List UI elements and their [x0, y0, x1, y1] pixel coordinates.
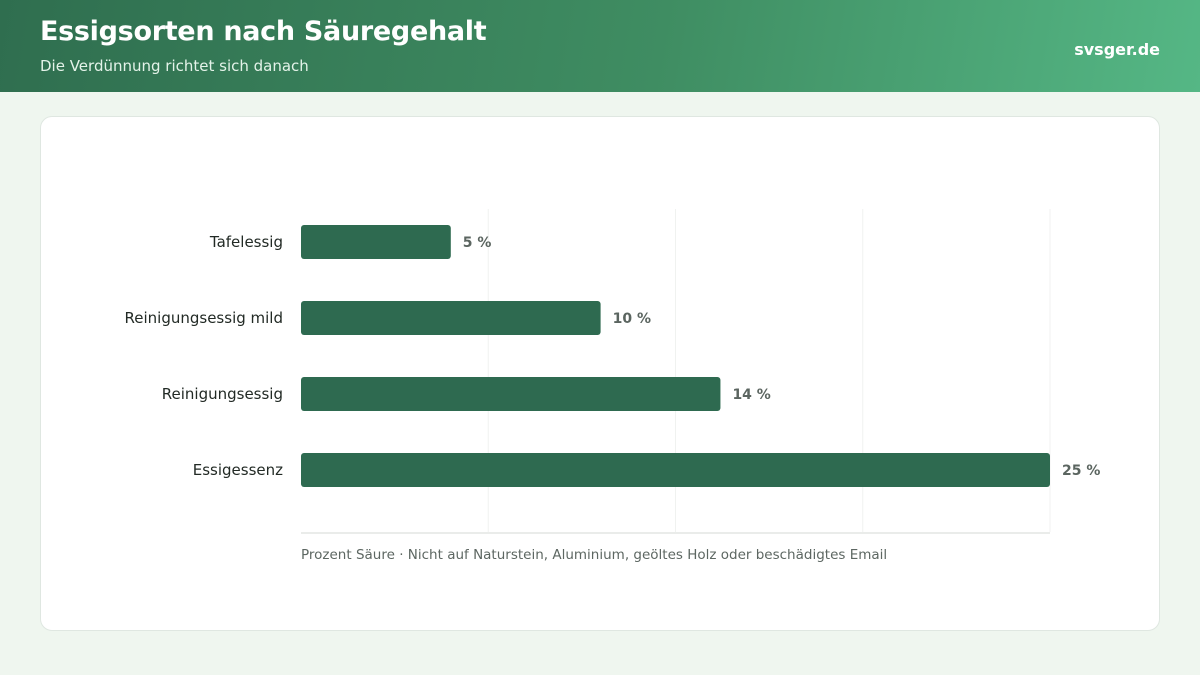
- header-banner: Essigsorten nach Säuregehalt Die Verdünn…: [0, 0, 1200, 92]
- page-subtitle: Die Verdünnung richtet sich danach: [40, 57, 309, 75]
- bar: [301, 453, 1050, 487]
- category-label: Reinigungsessig: [162, 385, 283, 403]
- page-title: Essigsorten nach Säuregehalt: [40, 16, 487, 47]
- chart-card: Tafelessig 5 % Reinigungsessig mild 10 % Rei…: [40, 116, 1160, 631]
- value-label: 5 %: [463, 235, 492, 251]
- value-label: 25 %: [1062, 463, 1100, 479]
- bar: [301, 377, 721, 411]
- bar-chart: Tafelessig 5 % Reinigungsessig mild 10 % Rei…: [125, 209, 1100, 534]
- category-label: Reinigungsessig mild: [125, 309, 283, 327]
- category-label: Essigessenz: [193, 461, 283, 479]
- x-axis-label: Prozent Säure · Nicht auf Naturstein, Al…: [301, 547, 888, 563]
- brand-link[interactable]: svsger.de: [1074, 40, 1160, 59]
- bar: [301, 301, 601, 335]
- category-label: Tafelessig: [209, 233, 283, 251]
- bar: [301, 225, 451, 259]
- value-label: 10 %: [613, 311, 651, 327]
- value-label: 14 %: [732, 387, 770, 403]
